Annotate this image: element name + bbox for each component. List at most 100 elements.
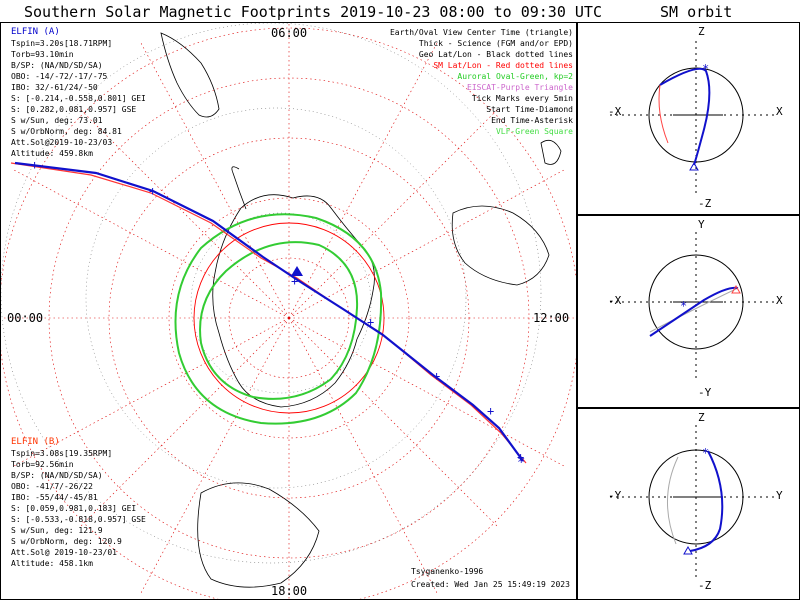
tick-mark: + (149, 184, 156, 198)
probe-b-info: ELFIN (B) Tspin=3.08s[19.35RPM] Torb=92.5… (11, 437, 146, 569)
tick-mark: + (31, 158, 38, 172)
probe-a-info-line: IBO: 32/-61/24/-50 (11, 83, 98, 92)
clock-left: 00:00 (7, 311, 43, 325)
probe-b-info-line: Torb=92.56min (11, 460, 74, 469)
geo-grid (1, 23, 542, 564)
probe-b-info-line: S w/Sun, deg: 121.9 (11, 526, 103, 535)
tick-mark: + (487, 404, 494, 418)
antarctic-peninsula (231, 166, 247, 210)
probe-a-info-line: Torb=93.10min (11, 50, 74, 59)
legend-item: Start Time-Diamond (486, 105, 573, 114)
land-outlines (160, 32, 562, 588)
probe-a-info-line: Tspin=3.20s[18.71RPM] (11, 39, 113, 48)
view-center-triangle (291, 266, 303, 276)
legend-item: EISCAT-Purple Triangle (467, 83, 573, 92)
new-zealand-outline (540, 139, 562, 165)
legend-item: Geo Lat/Lon - Black dotted lines (418, 50, 573, 59)
earth-circle (648, 254, 744, 350)
probe-b-info-line: S w/OrbNorm, deg: 120.9 (11, 537, 122, 546)
legend-item: End Time-Asterisk (491, 116, 573, 125)
panel2-top-label: Y (698, 218, 705, 231)
probe-b-orbit (658, 84, 669, 144)
africa-outline (197, 482, 320, 588)
clock-top: 06:00 (271, 26, 307, 40)
orbit-plot-yz: * (610, 425, 778, 577)
footprint-map: + + + + + + + * 06:00 00:00 12:00 18:00 (1, 23, 576, 599)
end-asterisk: * (517, 455, 525, 471)
legend-item: Auroral Oval-Green, kp=2 (457, 72, 573, 81)
created-label: Created: Wed Jan 25 15:49:19 2023 (411, 580, 570, 589)
probe-b-info-line: IBO: -55/44/-45/81 (11, 493, 98, 502)
panel3-right-label: Y (776, 489, 783, 502)
footprint-map-panel: + + + + + + + * 06:00 00:00 12:00 18:00 … (0, 22, 577, 600)
clock-bottom: 18:00 (271, 584, 307, 598)
probe-a-info-line: S w/Sun, deg: 73.01 (11, 116, 103, 125)
legend: Earth/Oval View Center Time (triangle) Th… (390, 27, 573, 137)
orbit-panel-yz: * Z -Z -Y Y (577, 408, 800, 600)
lat-ring (168, 197, 410, 439)
orbit-panel-xz: * Z -Z -X X (577, 22, 800, 215)
orbit-asterisk: * (702, 62, 709, 76)
legend-item: VLF-Green Square (495, 127, 573, 136)
probe-a-info: ELFIN (A) Tspin=3.20s[18.71RPM] Torb=93.1… (11, 27, 146, 159)
panel1-right-label: X (776, 105, 783, 118)
auroral-oval-inner (199, 241, 359, 400)
panel1-top-label: Z (698, 25, 705, 38)
page-title: Southern Solar Magnetic Footprints 2019-… (24, 3, 602, 21)
legend-item: SM Lat/Lon - Red dotted lines (433, 61, 573, 70)
clock-right: 12:00 (533, 311, 569, 325)
probe-a-info-line: S w/OrbNorm, deg: 84.81 (11, 127, 122, 136)
probe-a-track (14, 161, 524, 462)
legend-item: Earth/Oval View Center Time (triangle) (389, 28, 573, 37)
south-america-outline (160, 32, 220, 118)
probe-a-info-line: OBO: -14/-72/-17/-75 (11, 72, 108, 81)
probe-a-info-line: S: [-0.214,-0.558,0.801] GEI (11, 94, 146, 103)
probe-b-info-line: OBO: -41/7/-26/22 (11, 482, 93, 491)
panel2-right-label: X (776, 294, 783, 307)
model-label: Tsyganenko-1996 (411, 567, 484, 576)
geo-ring (190, 212, 372, 394)
panel2-left-label: -X (608, 294, 622, 307)
orbit-asterisk: * (680, 299, 687, 313)
geo-ring (85, 107, 467, 489)
probe-a-orbit (649, 286, 739, 337)
lon-spoke (140, 317, 290, 594)
probe-a-info-line: S: [0.282,0.081,0.957] GSE (11, 105, 137, 114)
lon-spoke (288, 109, 498, 319)
auroral-oval-outer (174, 213, 383, 425)
probe-b-orbit (667, 456, 679, 545)
probe-b-info-line: Altitude: 458.1km (11, 559, 93, 568)
probe-b-info-line: S: [-0.533,-0.818,0.957] GSE (11, 515, 146, 524)
probe-b-info-line: Tspin=3.08s[19.35RPM] (11, 449, 113, 458)
probe-a-info-line: Att.Sol@2019-10-23/03 (11, 138, 113, 147)
probe-a-name: ELFIN (A) (11, 27, 60, 37)
orbit-asterisk: * (702, 446, 709, 460)
geo-ring (1, 23, 542, 564)
earth-circle (648, 67, 744, 163)
lon-spoke (288, 317, 498, 527)
probe-a-info-line: Altitude: 459.8km (11, 149, 93, 158)
tick-mark: + (291, 274, 298, 288)
tick-marks: + + + + + + + (31, 158, 524, 464)
probe-b-track (10, 162, 527, 464)
probe-a-info-line: B/SP: (NA/ND/SD/SA) (11, 61, 103, 70)
australia-outline (451, 205, 550, 286)
legend-item: Thick - Science (FGM and/or EPD) (418, 39, 573, 48)
panel1-bottom-label: -Z (698, 197, 712, 210)
tick-mark: + (433, 369, 440, 383)
orbit-triangle (689, 161, 699, 171)
probe-b-info-line: Att.Sol@ 2019-10-23/01 (11, 548, 117, 557)
probe-a-orbit (659, 67, 711, 166)
orbit-panel-xy: * Y -Y -X X (577, 215, 800, 408)
orbit-triangle (731, 284, 741, 294)
orbit-triangle (683, 545, 693, 555)
sm-pole-circle (193, 222, 385, 414)
tick-mark: + (367, 315, 374, 329)
panel3-top-label: Z (698, 411, 705, 424)
orbit-plot-xy: * (610, 232, 778, 381)
orbit-plot-xz: * (610, 41, 778, 193)
legend-item: Tick Marks every 5min (471, 94, 573, 103)
earth-circle (648, 449, 744, 545)
panel3-left-label: -Y (608, 489, 622, 502)
panel3-bottom-label: -Z (698, 579, 712, 592)
